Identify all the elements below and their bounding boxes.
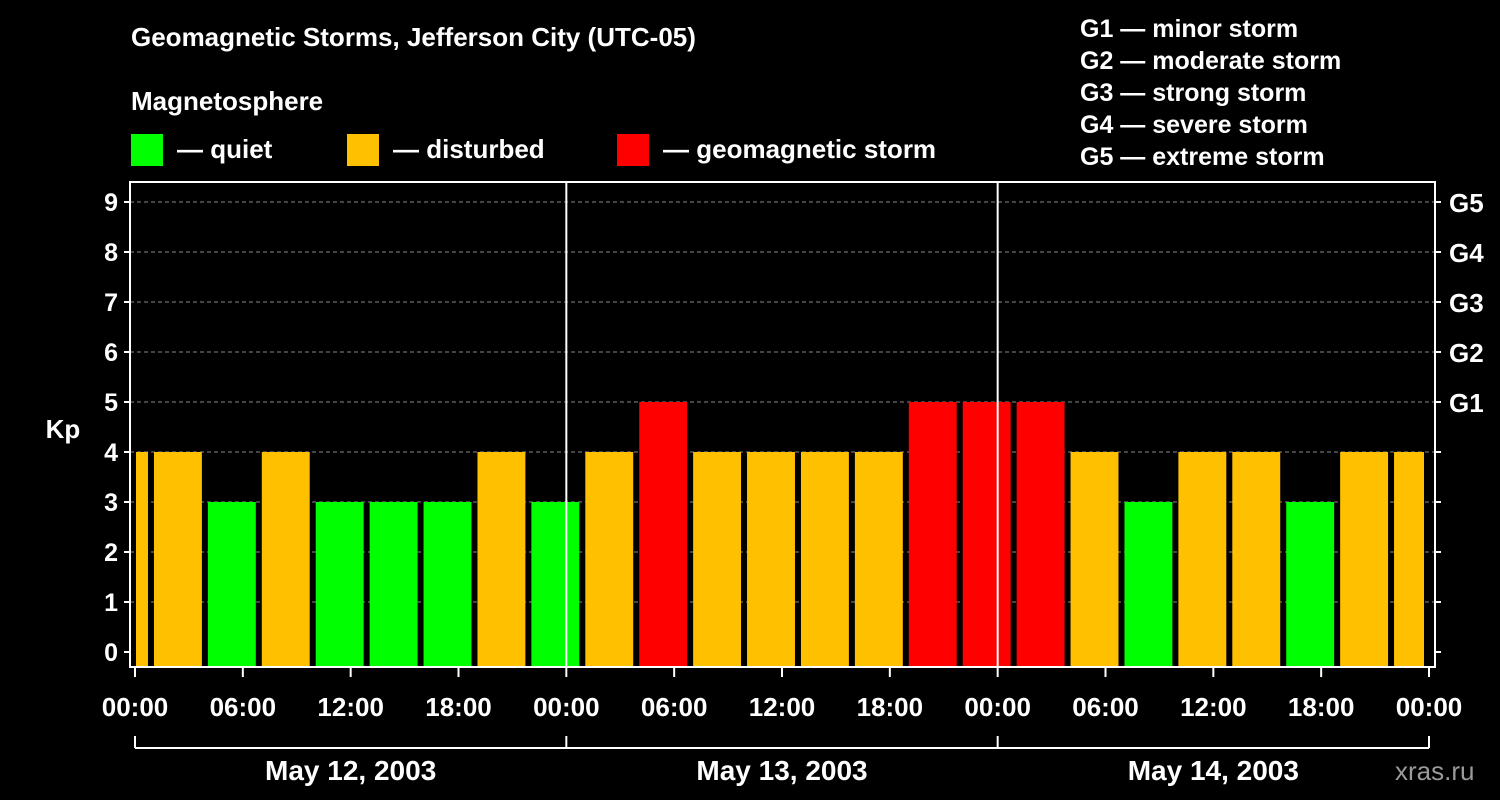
x-tick-label: 06:00 xyxy=(641,692,708,722)
x-tick-label: 18:00 xyxy=(1288,692,1355,722)
legend-label-storm: — geomagnetic storm xyxy=(663,134,937,164)
kp-bar xyxy=(1340,452,1389,667)
kp-bar xyxy=(531,502,580,667)
y-tick-label: 9 xyxy=(104,189,118,217)
x-tick-label: 00:00 xyxy=(102,692,169,722)
watermark: xras.ru xyxy=(1395,756,1475,786)
kp-bar xyxy=(1394,452,1424,667)
kp-bar xyxy=(1016,402,1065,667)
right-axis-label: G4 xyxy=(1449,238,1484,268)
page-title: Geomagnetic Storms, Jefferson City (UTC-… xyxy=(131,22,696,52)
y-tick-label: 6 xyxy=(104,339,118,367)
kp-bar xyxy=(136,452,148,667)
x-tick-label: 06:00 xyxy=(210,692,277,722)
kp-bar xyxy=(639,402,688,667)
x-tick-label: 12:00 xyxy=(749,692,816,722)
day-label: May 12, 2003 xyxy=(265,755,436,786)
day-label: May 13, 2003 xyxy=(696,755,867,786)
y-tick-label: 0 xyxy=(104,639,118,667)
y-tick-label: 2 xyxy=(104,539,118,567)
legend-swatch-disturbed xyxy=(347,134,379,166)
kp-bar xyxy=(747,452,795,667)
kp-bar xyxy=(261,452,310,667)
x-tick-label: 18:00 xyxy=(857,692,924,722)
legend-label-quiet: — quiet xyxy=(177,134,273,164)
x-tick-label: 00:00 xyxy=(533,692,600,722)
kp-bar xyxy=(1286,502,1335,667)
storm-scale-g4: G4 — severe storm xyxy=(1080,111,1308,139)
kp-bar xyxy=(962,402,1011,667)
kp-bars xyxy=(136,402,1424,667)
kp-bar xyxy=(1070,452,1119,667)
y-tick-label: 8 xyxy=(104,239,118,267)
axis-labels: 0 1 2 3 4 5 6 7 8 9 G1 G2 G3 G4 G5 Kp 00:00 06:00 12:00 18:… xyxy=(46,188,1485,786)
y-tick-label: 1 xyxy=(104,589,118,617)
kp-bar xyxy=(908,402,957,667)
kp-bar xyxy=(369,502,418,667)
y-tick-label: 3 xyxy=(104,489,118,517)
kp-bar xyxy=(693,452,742,667)
legend-swatch-storm xyxy=(617,134,649,166)
legend-label-disturbed: — disturbed xyxy=(393,134,545,164)
x-tick-label: 12:00 xyxy=(317,692,384,722)
x-tick-label: 00:00 xyxy=(1396,692,1463,722)
legend-swatch-quiet xyxy=(131,134,163,166)
right-axis-label: G2 xyxy=(1449,338,1484,368)
kp-bar xyxy=(477,452,526,667)
day-label: May 14, 2003 xyxy=(1128,755,1299,786)
y-tick-label: 5 xyxy=(104,389,118,417)
right-axis-label: G5 xyxy=(1449,188,1484,218)
storm-scale-g2: G2 — moderate storm xyxy=(1080,47,1342,75)
y-tick-label: 7 xyxy=(104,289,118,317)
kp-bar xyxy=(153,452,202,667)
kp-bar xyxy=(1178,452,1227,667)
magnetosphere-label: Magnetosphere xyxy=(131,86,324,116)
y-tick-label: 4 xyxy=(104,439,118,467)
kp-bar xyxy=(585,452,634,667)
chart-frame xyxy=(124,181,1441,749)
kp-bar xyxy=(315,502,364,667)
x-tick-label: 06:00 xyxy=(1072,692,1139,722)
x-tick-label: 12:00 xyxy=(1180,692,1247,722)
kp-bar xyxy=(854,452,903,667)
x-tick-label: 18:00 xyxy=(425,692,492,722)
right-axis-label: G1 xyxy=(1449,388,1484,418)
kp-bar xyxy=(800,452,849,667)
storm-scale-g1: G1 — minor storm xyxy=(1080,15,1299,43)
x-tick-label: 00:00 xyxy=(964,692,1031,722)
kp-bar xyxy=(423,502,472,667)
kp-bar xyxy=(207,502,256,667)
kp-bar xyxy=(1232,452,1281,667)
storm-scale-g5: G5 — extreme storm xyxy=(1080,143,1325,171)
storm-scale-g3: G3 — strong storm xyxy=(1080,79,1307,107)
y-axis-title: Kp xyxy=(46,414,81,444)
kp-bar xyxy=(1124,502,1173,667)
right-axis-label: G3 xyxy=(1449,288,1484,318)
